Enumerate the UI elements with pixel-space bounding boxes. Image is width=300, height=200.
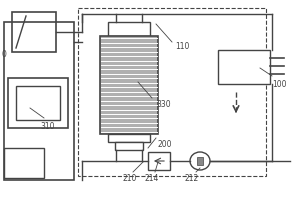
Bar [108,22,150,36]
Bar [78,8,266,176]
Bar [8,78,68,128]
Text: 212: 212 [185,174,199,183]
Bar [16,86,60,120]
Bar [4,148,44,178]
Text: 110: 110 [175,42,189,51]
Text: 214: 214 [145,174,159,183]
Bar [115,142,143,150]
Text: 0: 0 [2,50,7,59]
Text: 210: 210 [123,174,137,183]
Bar [12,12,56,52]
Text: 330: 330 [156,100,171,109]
Bar [197,157,203,165]
Ellipse shape [190,152,210,170]
Text: 200: 200 [157,140,172,149]
Bar [108,134,150,142]
Bar [4,22,74,180]
Bar [148,152,170,170]
Bar [100,36,158,134]
Text: 100: 100 [272,80,286,89]
Bar [218,50,270,84]
Text: 310: 310 [41,122,55,131]
